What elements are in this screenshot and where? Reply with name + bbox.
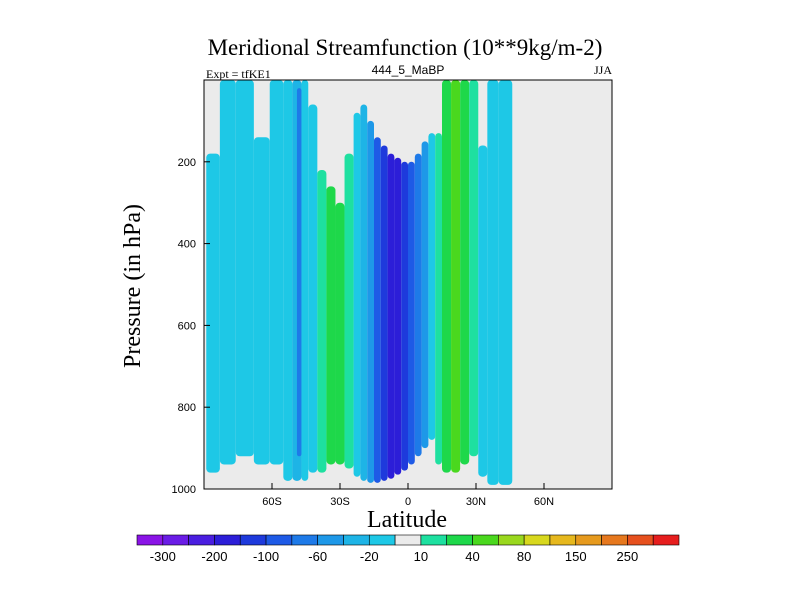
run-label: 444_5_MaBP: [372, 63, 445, 77]
colorbar-label: 250: [617, 549, 639, 564]
chart-title: Meridional Streamfunction (10**9kg/m-2): [208, 35, 603, 60]
colorbar-swatch: [472, 534, 499, 546]
colorbar-swatch: [265, 534, 293, 546]
colorbar-swatch: [420, 534, 448, 546]
colorbar-label: -300: [150, 549, 176, 564]
colorbar-label: 10: [414, 549, 428, 564]
contour-cell-19: [387, 153, 395, 479]
y-tick-label: 600: [178, 320, 196, 332]
x-tick-label: 30S: [330, 496, 350, 508]
colorbar-swatch: [549, 534, 577, 546]
contour-cell-28: [451, 80, 461, 473]
contour-cell-0: [206, 153, 220, 473]
x-axis: 60S 30S 0 30N 60N: [262, 483, 554, 508]
colorbar-swatch: [188, 534, 215, 546]
colorbar-swatch: [601, 534, 628, 546]
colorbar-swatch: [523, 534, 551, 546]
contour-cell-8: [301, 80, 309, 481]
colorbar-swatch: [162, 534, 189, 546]
colorbar-swatch: [575, 534, 602, 546]
contour-cell-30: [469, 80, 479, 457]
contour-cell-4: [269, 80, 284, 465]
contour-cell-26: [435, 133, 442, 465]
contour-cell-25: [428, 133, 436, 440]
contour-cell-12: [335, 202, 345, 465]
contour-cell-17: [374, 137, 381, 483]
colorbar-label: -200: [201, 549, 227, 564]
contour-cell-27: [442, 80, 452, 473]
y-tick-label: 400: [178, 239, 196, 251]
colorbar-swatch: [317, 534, 344, 546]
contour-cell-10: [317, 169, 327, 473]
colorbar-label: -100: [253, 549, 279, 564]
contour-cell-11: [326, 186, 336, 465]
colorbar-swatch: [291, 534, 318, 546]
contour-cell-14: [353, 112, 361, 477]
contour-cell-15: [360, 104, 368, 481]
contour-cell-13: [344, 153, 354, 469]
contour-cell-29: [460, 80, 470, 465]
plot-area: [203, 79, 613, 490]
colorbar-label: 150: [565, 549, 587, 564]
colorbar-label: -60: [308, 549, 327, 564]
contour-cell-5: [283, 80, 293, 481]
contour-cell-24: [421, 141, 429, 449]
colorbar-swatch: [239, 534, 267, 546]
contour-cell-1: [219, 80, 236, 465]
y-axis-label: Pressure (in hPa): [120, 204, 146, 368]
contour-cell-9: [308, 104, 318, 473]
colorbar-swatch: [498, 534, 525, 546]
colorbar-swatch: [136, 534, 164, 546]
contour-cell-21: [401, 161, 408, 471]
x-tick-label: 0: [405, 496, 411, 508]
contour-cell-22: [408, 161, 415, 465]
contour-cell-20: [394, 157, 402, 475]
season-label: JJA: [594, 63, 612, 77]
contour-cell-32: [487, 80, 499, 485]
contour-cell-18: [380, 145, 388, 481]
colorbar-swatch: [368, 534, 396, 546]
colorbar-swatch: [627, 534, 654, 546]
contour-cell-2: [235, 80, 254, 457]
colorbar-swatch: [343, 534, 370, 546]
contour-cell-33: [498, 80, 513, 485]
x-axis-label: Latitude: [367, 507, 447, 533]
x-tick-label: 60N: [534, 496, 554, 508]
colorbar-swatch: [214, 534, 241, 546]
colorbar-swatch: [446, 534, 473, 546]
colorbar: -300 -200 -100 -60 -20 10 40 80 150 250: [136, 534, 680, 564]
colorbar-label: 80: [517, 549, 531, 564]
x-tick-label: 30N: [466, 496, 486, 508]
contour-cell-3: [253, 137, 270, 465]
y-tick-label: 200: [178, 157, 196, 169]
contour-cell-16: [367, 120, 374, 483]
y-tick-label: 800: [178, 402, 196, 414]
y-tick-label: 1000: [172, 484, 196, 496]
x-tick-label: 60S: [262, 496, 282, 508]
contour-cell-23: [414, 153, 422, 457]
colorbar-swatch: [394, 534, 422, 546]
colorbar-label: -20: [360, 549, 379, 564]
colorbar-label: 40: [465, 549, 479, 564]
contour-cell-31: [478, 145, 488, 477]
colorbar-swatch: [652, 534, 680, 546]
contour-cell-7: [296, 88, 302, 457]
y-axis: 200 400 600 800 1000: [172, 157, 210, 496]
experiment-label: Expt = tfKE1: [206, 67, 271, 81]
